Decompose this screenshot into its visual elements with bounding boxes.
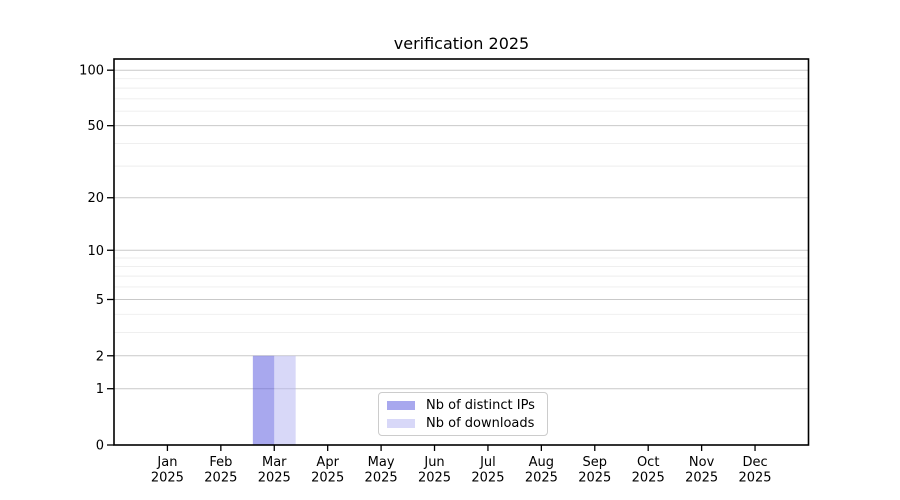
x-tick-label-year: 2025 (151, 471, 184, 486)
y-tick-label: 20 (87, 191, 104, 206)
axis-frame (113, 58, 810, 446)
x-tick-label-year: 2025 (204, 471, 237, 486)
x-tick-label-month: Aug (529, 455, 554, 470)
x-tick-label-year: 2025 (311, 471, 344, 486)
legend: Nb of distinct IPs Nb of downloads (378, 392, 548, 436)
x-tick-label-month: Dec (742, 455, 767, 470)
legend-item-downloads: Nb of downloads (379, 417, 547, 430)
x-tick-label-month: Jan (156, 455, 177, 470)
legend-item-distinct-ips: Nb of distinct IPs (379, 399, 547, 412)
x-tick-label-month: May (368, 455, 395, 470)
bar-nb-of-downloads-mar (274, 355, 296, 445)
x-tick-label-year: 2025 (738, 471, 771, 486)
y-tick-label: 100 (79, 64, 104, 79)
legend-swatch-downloads (387, 418, 415, 428)
x-tick-label-month: Nov (689, 455, 715, 470)
x-tick-label-month: Jun (423, 455, 444, 470)
x-tick-label-year: 2025 (525, 471, 558, 486)
x-tick-label-year: 2025 (578, 471, 611, 486)
x-tick-label-year: 2025 (418, 471, 451, 486)
y-tick-label: 2 (96, 349, 104, 364)
y-tick-label: 5 (96, 293, 104, 308)
x-tick-label-year: 2025 (471, 471, 504, 486)
x-tick-label-month: Feb (209, 455, 232, 470)
x-tick-label-month: Jul (479, 455, 496, 470)
x-tick-label-month: Oct (637, 455, 659, 470)
bar-nb-of-distinct-ips-mar (252, 355, 275, 445)
y-tick-label: 50 (87, 119, 104, 134)
legend-swatch-distinct-ips (387, 400, 415, 410)
legend-label-distinct-ips: Nb of distinct IPs (426, 397, 535, 413)
x-tick-label-year: 2025 (365, 471, 398, 486)
y-tick-label: 0 (96, 439, 104, 454)
y-tick-label: 10 (87, 244, 104, 259)
x-tick-label-month: Mar (262, 455, 287, 470)
y-tick-label: 1 (96, 382, 104, 397)
x-tick-label-year: 2025 (632, 471, 665, 486)
x-tick-label-month: Sep (583, 455, 608, 470)
x-tick-label-year: 2025 (685, 471, 718, 486)
legend-label-downloads: Nb of downloads (426, 415, 535, 431)
x-tick-label-year: 2025 (258, 471, 291, 486)
x-tick-label-month: Apr (316, 455, 339, 470)
